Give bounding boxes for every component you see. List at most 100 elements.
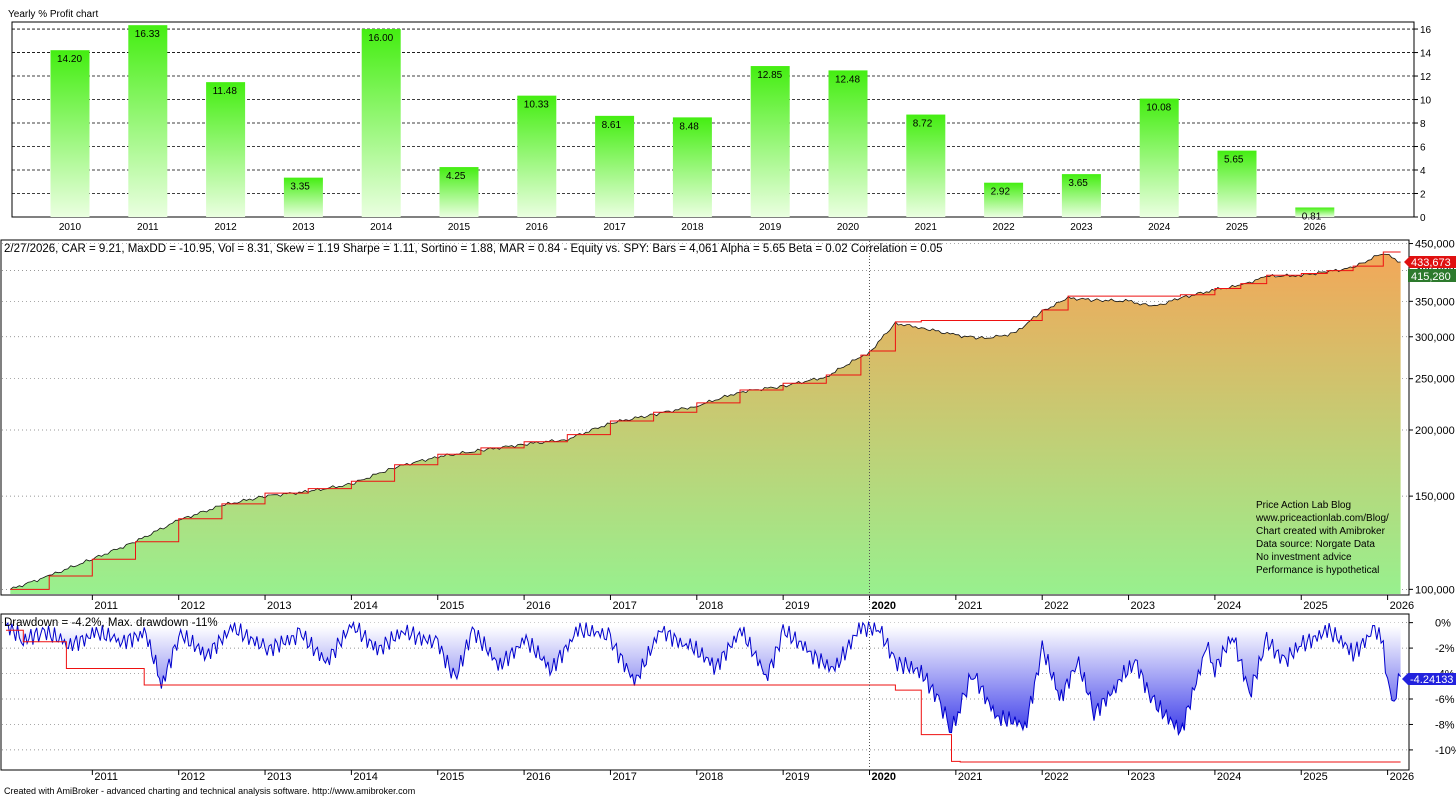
drawdown-x-tick-label: 2013 (267, 771, 291, 783)
bar-y-tick-label: 16 (1420, 25, 1432, 36)
equity-last-high-label: 433,673 (1411, 257, 1451, 269)
equity-x-tick-label: 2019 (785, 600, 809, 612)
drawdown-x-tick-label: 2021 (958, 771, 982, 783)
drawdown-y-tick-label: -6% (1435, 694, 1455, 706)
bar-y-tick-label: 0 (1420, 213, 1426, 224)
equity-y-axis: 100,000 150,000 200,000 250,000 300,000 350,0… (1409, 239, 1455, 596)
bar-x-tick-label: 2014 (370, 222, 393, 233)
bar (50, 50, 90, 217)
bar-x-tick-label: 2016 (526, 222, 549, 233)
bar-value-label: 8.48 (679, 121, 699, 132)
bar-x-tick-label: 2015 (448, 222, 471, 233)
bar-x-tick-label: 2020 (837, 222, 860, 233)
equity-notes: Price Action Lab Blog www.priceactionlab… (1255, 500, 1389, 576)
equity-plot-frame (0, 239, 1410, 596)
bar-x-tick-label: 2018 (681, 222, 704, 233)
equity-x-tick-label: 2022 (1044, 600, 1068, 612)
equity-header: 2/27/2026, CAR = 9.21, MaxDD = -10.95, V… (4, 243, 943, 255)
bar-y-tick-label: 12 (1420, 72, 1432, 83)
bar-value-label: 4.25 (446, 171, 466, 182)
bar-value-label: 11.48 (213, 86, 238, 97)
bar-x-tick-label: 2025 (1226, 222, 1249, 233)
max-drawdown-line (6, 629, 1401, 763)
bar-y-tick-label: 4 (1420, 166, 1426, 177)
bar-x-tick-label: 2026 (1304, 222, 1327, 233)
drawdown-x-tick-label: 2019 (785, 771, 809, 783)
drawdown-x-tick-label: 2022 (1044, 771, 1068, 783)
bar-gridlines (12, 28, 1414, 194)
drawdown-x-tick-label: 2020 (872, 771, 896, 783)
drawdown-x-tick-label: 2014 (353, 771, 377, 783)
bar-x-tick-label: 2023 (1070, 222, 1093, 233)
bar-x-tick-label: 2024 (1148, 222, 1171, 233)
bar-value-label: 10.33 (524, 100, 549, 111)
bar (517, 95, 557, 217)
bar (906, 114, 946, 217)
drawdown-x-tick-label: 2025 (1303, 771, 1327, 783)
bar-y-tick-label: 14 (1420, 49, 1432, 60)
equity-x-tick-label: 2016 (526, 600, 550, 612)
bar (283, 177, 323, 217)
drawdown-y-tick-label: -2% (1435, 643, 1455, 655)
equity-y-tick-label: 250,000 (1415, 374, 1455, 386)
drawdown-y-axis: 0%-2%-4%-6%-8%-10% (1409, 618, 1456, 757)
bar (128, 25, 168, 217)
bar-value-label: 12.48 (835, 74, 860, 85)
drawdown-x-tick-label: 2018 (699, 771, 723, 783)
drawdown-plot-frame (0, 613, 1410, 771)
bar-x-axis: 2010 2011 2012 2013 2014 2015 2016 2017 2018 2019… (59, 222, 1326, 233)
bar (1217, 150, 1257, 217)
bar-value-labels: 14.20 16.33 11.48 3.35 16.00 4.25 10.33 8.61 8.4… (57, 29, 1322, 222)
bar-value-label: 3.35 (290, 182, 310, 193)
bar-value-label: 14.20 (57, 54, 82, 65)
bar-x-tick-label: 2019 (759, 222, 782, 233)
bar-plot-frame (11, 21, 1415, 218)
equity-highwater-line (10, 251, 1401, 590)
equity-y-tick-label: 150,000 (1415, 491, 1455, 503)
bar-value-label: 12.85 (757, 70, 782, 81)
bar-value-label: 8.72 (913, 119, 933, 130)
yearly-profit-panel: Yearly % Profit chart 14.20 16.33 11.48 3.3… (8, 9, 1432, 233)
drawdown-x-tick-label: 2023 (1131, 771, 1155, 783)
note-line: Performance is hypothetical (1256, 565, 1379, 576)
equity-x-tick-label: 2020 (872, 600, 896, 612)
equity-last-high-badge: 433,673 (1404, 256, 1456, 269)
equity-y-tick-label: 300,000 (1415, 332, 1455, 344)
bar-value-label: 16.33 (135, 29, 160, 40)
equity-y-tick-label: 200,000 (1415, 425, 1455, 437)
equity-x-tick-label: 2014 (353, 600, 377, 612)
bar (439, 167, 479, 217)
bar-x-tick-label: 2012 (214, 222, 237, 233)
equity-x-tick-label: 2015 (440, 600, 464, 612)
bar-value-label: 5.65 (1224, 155, 1244, 166)
equity-line (10, 253, 1401, 590)
bar (1139, 98, 1179, 217)
bar (984, 182, 1024, 217)
equity-panel: 2/27/2026, CAR = 9.21, MaxDD = -10.95, V… (0, 239, 1456, 612)
drawdown-x-tick-label: 2026 (1390, 771, 1414, 783)
bar (750, 66, 790, 217)
equity-x-tick-label: 2018 (699, 600, 723, 612)
drawdown-x-axis: 2011 2012 2013 2014 2015 2016 2017 2018 2019 2020… (91, 770, 1414, 783)
equity-x-tick-label: 2025 (1303, 600, 1327, 612)
equity-x-tick-label: 2017 (612, 600, 636, 612)
footer-credit: Created with AmiBroker - advanced charti… (4, 786, 415, 796)
bar-value-label: 8.61 (602, 120, 622, 131)
note-line: Price Action Lab Blog (1256, 500, 1351, 511)
bar-y-tick-label: 10 (1420, 96, 1432, 107)
bar-x-tick-label: 2011 (137, 222, 159, 233)
bar-value-label: 10.08 (1146, 103, 1171, 114)
note-line: Data source: Norgate Data (1256, 539, 1375, 550)
drawdown-line (5, 620, 1401, 737)
bar-y-tick-label: 8 (1420, 119, 1426, 130)
drawdown-x-tick-label: 2024 (1217, 771, 1241, 783)
bar (1061, 174, 1101, 217)
bar (361, 29, 401, 218)
drawdown-last-badge: -4.24133 (1402, 673, 1456, 686)
bar-y-axis: 0 2 4 6 8 10 12 14 16 (1414, 25, 1432, 224)
equity-x-tick-label: 2013 (267, 600, 291, 612)
bar-value-label: 2.92 (991, 187, 1011, 198)
drawdown-panel: Drawdown = -4.2%, Max. drawdown -11% 0% -… (0, 613, 1456, 783)
equity-x-tick-label: 2024 (1217, 600, 1241, 612)
